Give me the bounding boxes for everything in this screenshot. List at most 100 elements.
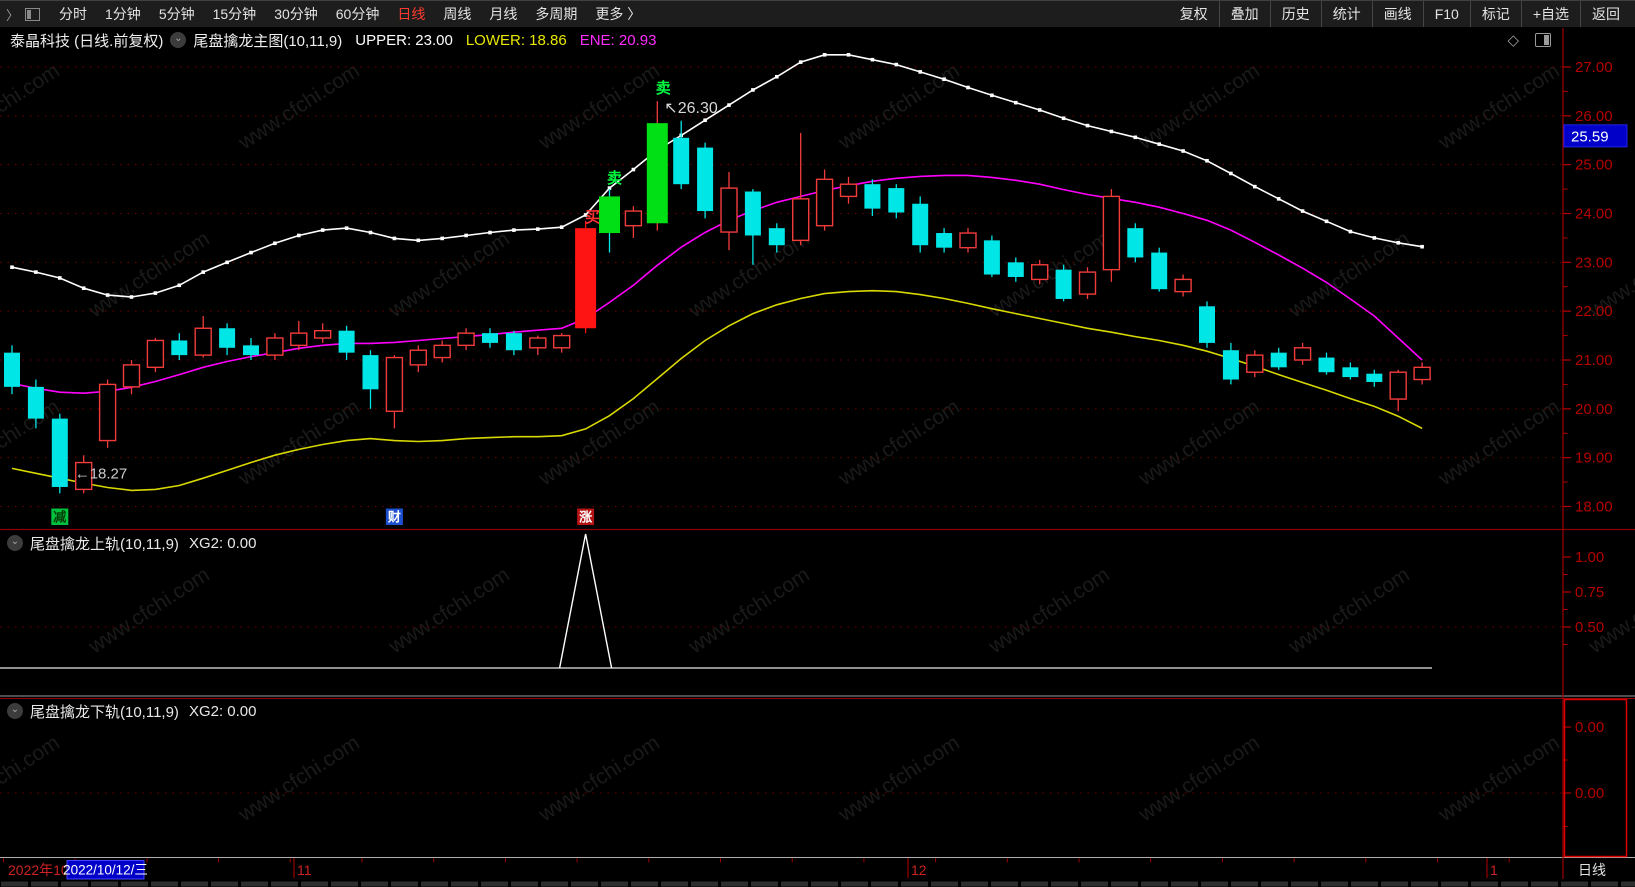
upper-band-value: UPPER: 23.00 (355, 31, 453, 49)
scrollbar-segment (481, 881, 508, 887)
toolbar-button[interactable]: +自选 (1520, 1, 1580, 27)
timeframe-tab[interactable]: 60分钟 (335, 6, 380, 22)
scrollbar-segment (241, 881, 268, 887)
chevron-down-icon[interactable]: ⌄ (170, 32, 187, 48)
scrollbar-segment (781, 881, 808, 887)
toolbar-button[interactable]: 叠加 (1218, 1, 1270, 27)
date-axis-label: 11 (297, 862, 312, 878)
candle (482, 333, 498, 343)
price-axis-label: 21.00 (1575, 352, 1613, 369)
candle (409, 349, 427, 366)
sub2-axis-label: 0.00 (1575, 719, 1604, 736)
scrollbar-segment (841, 881, 868, 887)
gridlines (0, 66, 1563, 794)
candle (314, 329, 332, 339)
sub2-axis-label: 0.00 (1575, 785, 1604, 802)
layout-icon[interactable] (25, 7, 41, 21)
sub2-panel-header: ⌄ 尾盘擒龙下轨(10,11,9) XG2: 0.00 (0, 701, 256, 721)
timeframe-tab[interactable]: 15分钟 (212, 6, 257, 22)
candle (457, 332, 475, 347)
period-label: 日线 (1578, 862, 1606, 878)
candle (646, 123, 668, 224)
toolbar-button[interactable]: 历史 (1269, 1, 1321, 27)
candle (1413, 366, 1431, 381)
toolbar-button[interactable]: 标记 (1469, 1, 1521, 27)
candle (385, 356, 404, 412)
toolbar-button[interactable]: 返回 (1580, 1, 1631, 27)
sub1-axis-label: 0.50 (1575, 619, 1604, 636)
candle (122, 364, 141, 388)
candle (98, 383, 117, 442)
chevron-down-icon[interactable]: ⌄ (7, 703, 23, 719)
candle (290, 332, 308, 347)
scrollbar-segment (271, 881, 298, 887)
bottom-scrollbar[interactable] (1, 881, 1635, 887)
timeframe-menubar: 〉 分时 1分钟 5分钟 15分钟 30分钟 60分钟 日线 周线 月线 多周期 更多 〉 复权 叠加… (0, 0, 1635, 27)
stock-title: 泰晶科技 (日线.前复权) (10, 32, 164, 50)
scrollbar-segment (1141, 881, 1168, 887)
candle (1102, 195, 1121, 271)
svg-text:涨: 涨 (578, 510, 592, 525)
svg-text:减: 减 (53, 510, 66, 525)
scrollbar-segment (1621, 881, 1635, 887)
scrollbar-segment (361, 881, 388, 887)
timeframe-tab[interactable]: 日线 (397, 6, 426, 22)
scrollbar-segment (301, 881, 328, 887)
timeframe-tab[interactable]: 更多 〉 (595, 6, 642, 22)
candle (673, 137, 690, 185)
scrollbar-segment (1051, 881, 1078, 887)
toolbar-button[interactable]: 复权 (1179, 6, 1208, 22)
scrollbar-segment (1261, 881, 1288, 887)
candle (1007, 262, 1024, 277)
scrollbar-segment (1501, 881, 1528, 887)
toolbar-button[interactable]: F10 (1422, 1, 1470, 27)
timeframe-tab[interactable]: 月线 (489, 6, 518, 22)
signal-badge (385, 508, 403, 525)
timeframe-tab[interactable]: 1分钟 (105, 6, 141, 22)
candle (529, 337, 547, 349)
scrollbar-segment (1471, 881, 1498, 887)
candle (1151, 252, 1168, 290)
candlestick-series[interactable] (4, 101, 1431, 494)
candle (888, 188, 905, 213)
scrollbar-segment (91, 881, 118, 887)
candle (1078, 271, 1097, 295)
scrollbar-segment (1111, 881, 1138, 887)
timeframe-tab[interactable]: 周线 (443, 6, 472, 22)
timeframe-tab[interactable]: 多周期 (535, 6, 578, 22)
chart-annotation: 卖 (607, 170, 622, 187)
scrollbar-segment (1411, 881, 1438, 887)
scrollbar-segment (901, 881, 928, 887)
selected-date-label: 2022/10/12/三 (63, 863, 148, 878)
split-view-icon[interactable] (1535, 33, 1551, 47)
scrollbar-segment (751, 881, 778, 887)
signal-badge (577, 508, 595, 525)
scrollbar-segment (1321, 881, 1348, 887)
chevron-down-icon[interactable]: ⌄ (7, 535, 23, 551)
candle (338, 330, 355, 353)
svg-text:财: 财 (388, 510, 401, 525)
scrollbar-segment (871, 881, 898, 887)
diamond-icon[interactable]: ◇ (1507, 32, 1519, 49)
collapse-icon[interactable]: 〉 (6, 7, 20, 23)
price-axis-label: 18.00 (1575, 498, 1613, 515)
candle (815, 178, 834, 227)
scrollbar-segment (1561, 881, 1588, 887)
scrollbar-segment (511, 881, 538, 887)
selected-panel-outline (1563, 698, 1628, 858)
scrollbar-segment (211, 881, 238, 887)
timeframe-tab[interactable]: 分时 (59, 6, 88, 22)
scrollbar-segment (991, 881, 1018, 887)
timeframe-tab[interactable]: 30分钟 (274, 6, 318, 22)
toolbar-button[interactable]: 统计 (1320, 1, 1372, 27)
timeframe-tab[interactable]: 5分钟 (158, 6, 195, 22)
scrollbar-segment (691, 881, 718, 887)
scrollbar-segment (961, 881, 988, 887)
scrollbar-segment (631, 881, 658, 887)
scrollbar-segment (811, 881, 838, 887)
candle (219, 328, 236, 348)
toolbar-button[interactable]: 画线 (1371, 1, 1423, 27)
scrollbar-segment (721, 881, 748, 887)
candle (697, 147, 714, 212)
